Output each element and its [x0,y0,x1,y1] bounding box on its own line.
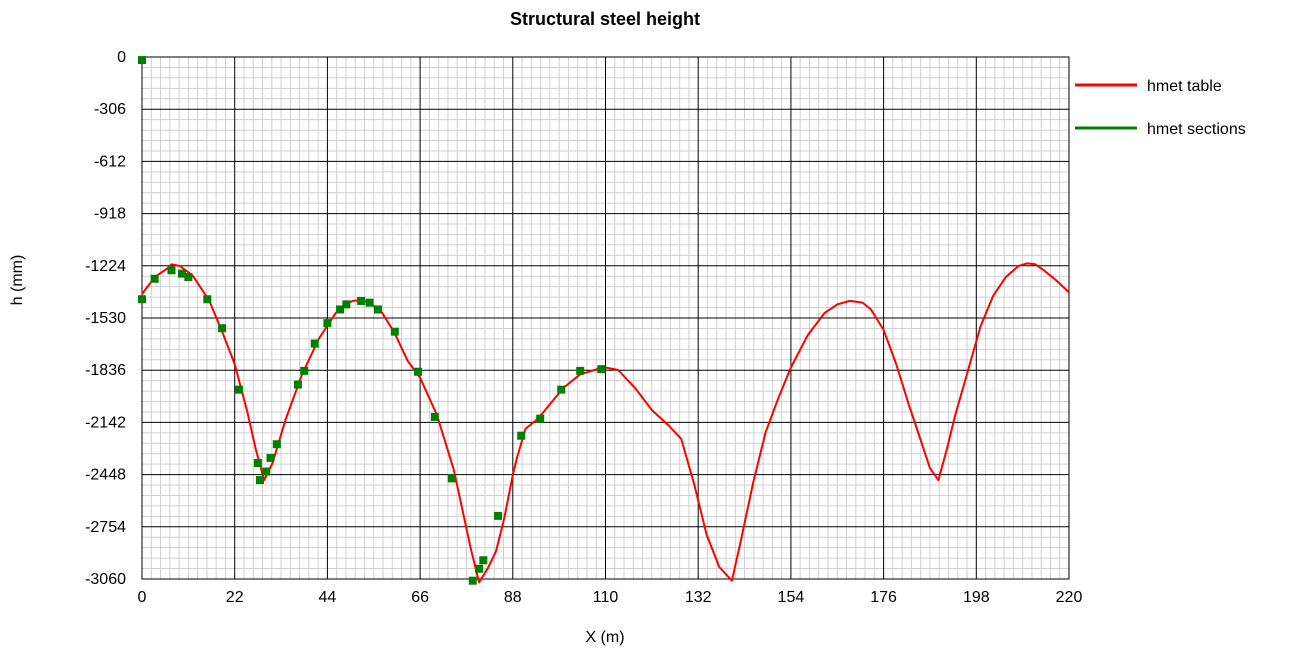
x-tick-label: 66 [411,589,429,606]
data-point-hmet-sections [447,474,456,483]
data-point-hmet-sections [234,385,243,394]
y-tick-label: 0 [117,49,126,66]
data-point-hmet-sections [310,339,319,348]
y-axis-ticks: 0 -306 -612 -918 -1224 -1530 -1836 -2142 -2448 -2… [85,49,126,588]
x-tick-label: 88 [504,589,522,606]
data-point-hmet-sections [357,296,366,305]
x-tick-label: 110 [593,589,619,606]
data-point-hmet-sections [468,576,477,585]
y-tick-label: -612 [94,153,126,170]
data-point-hmet-sections [557,385,566,394]
data-point-hmet-sections [255,476,264,485]
data-point-hmet-sections [336,305,345,314]
y-tick-label: -918 [94,206,126,223]
chart-title: Structural steel height [510,9,700,29]
legend-label-hmet-table: hmet table [1147,78,1222,95]
data-point-hmet-sections [272,440,281,449]
data-point-hmet-sections [536,414,545,423]
y-tick-label: -2448 [85,467,126,484]
data-point-hmet-sections [390,327,399,336]
data-point-hmet-sections [517,431,526,440]
x-tick-label: 44 [319,589,337,606]
plot-area [141,56,1070,580]
data-point-hmet-sections [262,467,271,476]
data-point-hmet-sections [342,300,351,309]
y-tick-label: -2142 [85,414,126,431]
series-line-hmet-table [141,262,1070,584]
data-point-hmet-sections [266,453,275,462]
data-point-hmet-sections [494,511,503,520]
y-tick-label: -1224 [85,258,126,275]
x-tick-label: 132 [685,589,712,606]
x-tick-label: 22 [226,589,244,606]
x-tick-label: 176 [870,589,897,606]
y-tick-label: -1836 [85,362,126,379]
data-point-hmet-sections [138,295,146,304]
legend: hmet table hmet sections [1075,78,1246,138]
data-point-hmet-sections [178,269,187,278]
data-point-hmet-sections [150,274,159,283]
data-point-hmet-sections [430,412,439,421]
data-point-hmet-sections [373,305,382,314]
data-point-hmet-sections [300,366,309,375]
y-tick-label: -306 [94,101,126,118]
data-point-hmet-sections [293,380,302,389]
y-axis-label: h (mm) [9,255,26,306]
x-axis-label: X (m) [585,629,624,646]
data-point-hmet-sections [597,365,606,374]
data-point-hmet-sections [184,273,193,282]
data-point-hmet-sections [203,295,212,304]
data-point-hmet-sections [365,298,374,307]
x-tick-label: 198 [963,589,990,606]
x-tick-label: 154 [778,589,805,606]
series-layer [138,56,1070,585]
data-point-hmet-sections [218,324,227,333]
x-axis-ticks: 0 22 44 66 88 110 132 154 176 198 220 [138,589,1083,606]
x-tick-label: 220 [1056,589,1083,606]
data-point-hmet-sections [138,56,146,65]
data-point-hmet-sections [413,367,422,376]
data-point-hmet-sections [323,319,332,328]
y-tick-label: -3060 [85,571,126,588]
x-tick-label: 0 [138,589,147,606]
data-point-hmet-sections [576,366,585,375]
data-point-hmet-sections [479,556,488,565]
y-tick-label: -2754 [85,519,126,536]
data-point-hmet-sections [475,564,484,573]
legend-label-hmet-sections: hmet sections [1147,121,1246,138]
data-point-hmet-sections [253,459,262,467]
y-tick-label: -1530 [85,310,126,327]
data-point-hmet-sections [167,266,176,275]
